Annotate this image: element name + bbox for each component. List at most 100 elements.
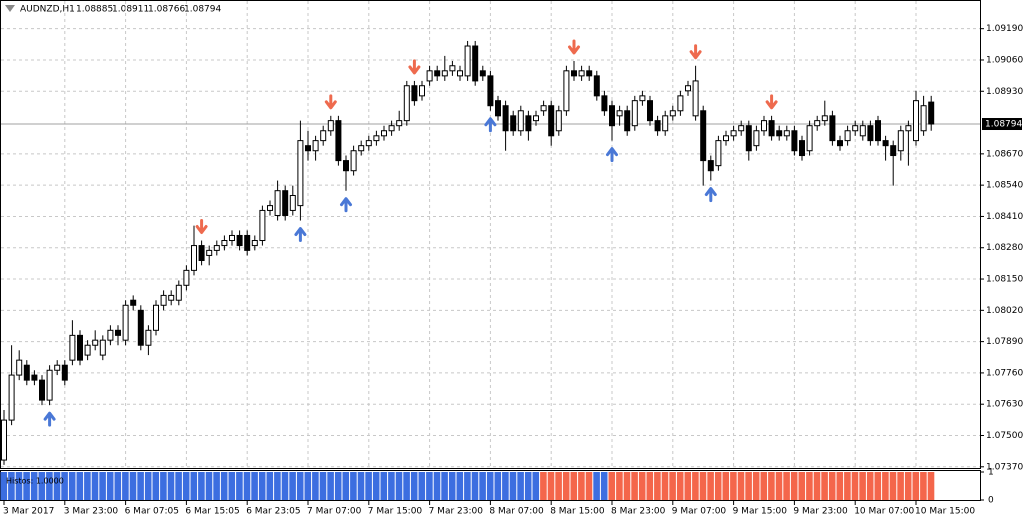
histogram-bar (53, 472, 61, 500)
y-tick-label: 1.07890 (986, 337, 1023, 347)
histogram-bar (38, 472, 46, 500)
histogram-bar (464, 472, 471, 500)
candle-body (745, 125, 752, 152)
histogram-bar (342, 472, 350, 500)
histogram-bar (395, 472, 403, 500)
candle-body (305, 145, 311, 152)
histogram-bar (524, 472, 532, 500)
histogram-bar (608, 472, 616, 500)
candle-body (16, 359, 23, 376)
candle-body (829, 115, 836, 142)
histogram-bar (167, 472, 175, 500)
candle-body (631, 100, 638, 127)
candle-body (54, 364, 61, 371)
candle-body (928, 101, 935, 125)
candle-body (244, 234, 251, 251)
histogram-bar (752, 472, 760, 500)
histogram-bar (844, 472, 851, 500)
candle-body (153, 304, 159, 331)
candle-body (99, 339, 106, 356)
candle-body (783, 130, 790, 137)
candle-body (616, 110, 623, 117)
candle-body (115, 329, 121, 336)
candle-body (639, 95, 646, 102)
candle-body (837, 140, 843, 147)
histogram-bar (714, 472, 722, 500)
histogram-bar (129, 472, 137, 500)
candle-body (183, 269, 190, 286)
candle-body (198, 245, 205, 261)
candle-body (844, 130, 851, 142)
candle-body (251, 240, 258, 247)
histogram-bar (821, 472, 828, 500)
y-tick-label: 1.08930 (986, 87, 1023, 97)
histogram-bar (334, 472, 342, 500)
indicator-tick-label: 0 (988, 496, 994, 506)
histogram-bar (46, 472, 53, 500)
histogram-bar (904, 472, 912, 500)
histogram-bar (198, 472, 205, 500)
histogram-bar (380, 472, 388, 500)
candle-body (137, 309, 144, 346)
candle-body (23, 364, 30, 381)
candle-body (282, 190, 289, 216)
histogram-bar (600, 472, 608, 500)
candle-body (761, 120, 767, 132)
candle-body (403, 85, 410, 122)
histogram-bar (494, 472, 502, 500)
histogram-bar (258, 472, 266, 500)
histogram-bar (570, 472, 578, 500)
candle-body (122, 304, 129, 341)
candle-body (39, 379, 45, 401)
x-tick-label: 10 Mar 07:00 (854, 507, 914, 517)
candle-body (259, 209, 266, 242)
histogram-bar (220, 472, 228, 500)
histogram-bar (23, 472, 30, 500)
candle-body (738, 125, 745, 132)
candle-body (130, 299, 137, 306)
candle-body (327, 120, 334, 132)
histogram-bar (836, 472, 844, 500)
histogram-bar (76, 472, 84, 500)
histogram-bar (350, 472, 357, 500)
candle-body (890, 145, 897, 157)
histogram-bar (737, 472, 745, 500)
histogram-bar (15, 472, 23, 500)
histogram-bar (927, 472, 935, 500)
histogram-bar (920, 472, 927, 500)
candle-body (730, 130, 737, 137)
candle-body (31, 374, 38, 381)
x-tick-label: 3 Mar 23:00 (64, 507, 119, 517)
candle-body (502, 105, 509, 132)
candle-body (191, 245, 197, 271)
y-tick-label: 1.08150 (986, 275, 1023, 285)
candle-body (373, 135, 380, 142)
histogram-bar (137, 472, 144, 500)
candle-body (206, 249, 213, 256)
indicator-label: Histos: 1.0000 (6, 477, 64, 486)
histogram-bar (441, 472, 448, 500)
histogram-bar (828, 472, 836, 500)
candle-body (609, 105, 615, 127)
y-tick-label: 1.07760 (986, 368, 1023, 378)
up-arrow (606, 147, 618, 163)
candle-body (350, 150, 357, 172)
histogram-bar (654, 472, 661, 500)
candle-body (692, 80, 699, 117)
candle-body (365, 140, 372, 147)
candle-body (8, 374, 15, 421)
histogram-bar (555, 472, 562, 500)
candle-body (274, 190, 281, 216)
histogram-bar (593, 472, 600, 500)
histogram-bar (144, 472, 152, 500)
histogram-bar (623, 472, 631, 500)
x-tick-label: 9 Mar 07:00 (672, 507, 727, 517)
histogram-bar (669, 472, 676, 500)
x-tick-label: 8 Mar 23:00 (611, 507, 666, 517)
candle-body (882, 140, 889, 147)
histogram-bar (897, 472, 904, 500)
histogram-bar (874, 472, 882, 500)
histogram-bar (403, 472, 410, 500)
histogram-bar (296, 472, 304, 500)
histogram-bar (312, 472, 319, 500)
